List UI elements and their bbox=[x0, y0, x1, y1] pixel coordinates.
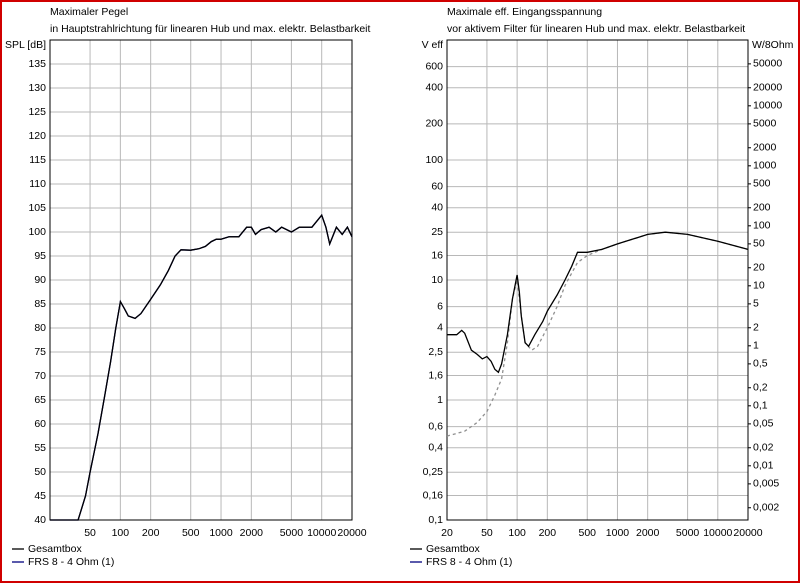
y2-tick-label: 0,005 bbox=[753, 478, 779, 490]
y2-tick-label: 50000 bbox=[753, 58, 782, 70]
y-tick-label: 60 bbox=[431, 180, 443, 192]
chart-subtitle: vor aktivem Filter für linearen Hub und … bbox=[447, 23, 745, 35]
x-tick-label: 50 bbox=[84, 527, 96, 539]
legend-label: Gesamtbox bbox=[28, 543, 82, 555]
y2-axis-label: W/8Ohm bbox=[752, 39, 794, 51]
x-tick-label: 5000 bbox=[676, 527, 700, 539]
x-tick-label: 2000 bbox=[240, 527, 264, 539]
series-line bbox=[50, 213, 353, 521]
y2-tick-label: 200 bbox=[753, 202, 771, 214]
series-line bbox=[447, 231, 749, 374]
y-tick-label: 50 bbox=[34, 466, 46, 478]
y2-tick-label: 5 bbox=[753, 298, 759, 310]
x-tick-label: 200 bbox=[142, 527, 160, 539]
y-tick-label: 95 bbox=[34, 250, 46, 262]
y2-tick-label: 500 bbox=[753, 178, 771, 190]
x-tick-label: 20000 bbox=[733, 527, 762, 539]
y2-tick-label: 0,2 bbox=[753, 382, 768, 394]
y-tick-label: 80 bbox=[34, 322, 46, 334]
y2-tick-label: 0,1 bbox=[753, 400, 768, 412]
y-tick-label: 55 bbox=[34, 442, 46, 454]
x-tick-label: 20 bbox=[441, 527, 453, 539]
x-tick-label: 100 bbox=[112, 527, 130, 539]
y-tick-label: 40 bbox=[431, 202, 443, 214]
y-tick-label: 115 bbox=[29, 154, 46, 166]
y-tick-label: 16 bbox=[431, 249, 443, 261]
y-tick-label: 10 bbox=[431, 274, 443, 286]
y-tick-label: 0,25 bbox=[423, 466, 444, 478]
y-tick-label: 1,6 bbox=[428, 369, 443, 381]
x-tick-label: 50 bbox=[481, 527, 493, 539]
y-tick-label: 0,6 bbox=[428, 420, 443, 432]
y-tick-label: 100 bbox=[425, 154, 443, 166]
x-tick-label: 500 bbox=[578, 527, 596, 539]
y-tick-label: 85 bbox=[34, 298, 46, 310]
y2-tick-label: 0,002 bbox=[753, 502, 779, 514]
x-tick-label: 10000 bbox=[307, 527, 336, 539]
chart-title: Maximaler Pegel bbox=[50, 6, 128, 18]
y-tick-label: 65 bbox=[34, 394, 46, 406]
y-tick-label: 0,4 bbox=[428, 442, 443, 454]
y2-tick-label: 1 bbox=[753, 340, 759, 352]
y-tick-label: 40 bbox=[34, 514, 46, 526]
y-tick-label: 25 bbox=[431, 226, 443, 238]
y-tick-label: 6 bbox=[437, 300, 443, 312]
y2-tick-label: 50 bbox=[753, 238, 765, 250]
x-tick-label: 500 bbox=[182, 527, 200, 539]
x-tick-label: 20000 bbox=[337, 527, 366, 539]
y-tick-label: 125 bbox=[28, 106, 46, 118]
y-tick-label: 0,16 bbox=[423, 489, 444, 501]
y-tick-label: 1 bbox=[437, 394, 443, 406]
y2-tick-label: 0,05 bbox=[753, 418, 774, 430]
y-tick-label: 200 bbox=[425, 118, 443, 130]
y2-tick-label: 100 bbox=[753, 220, 771, 232]
y-tick-label: 400 bbox=[425, 82, 443, 94]
x-tick-label: 10000 bbox=[703, 527, 732, 539]
y2-tick-label: 0,02 bbox=[753, 442, 774, 454]
y-tick-label: 90 bbox=[34, 274, 46, 286]
x-tick-label: 200 bbox=[539, 527, 557, 539]
plot-border bbox=[49, 39, 353, 521]
y2-tick-label: 2 bbox=[753, 322, 759, 334]
y-tick-label: 110 bbox=[29, 178, 46, 190]
y-tick-label: 100 bbox=[28, 226, 46, 238]
plot-border bbox=[446, 39, 749, 521]
y-tick-label: 105 bbox=[28, 202, 46, 214]
y-tick-label: 60 bbox=[34, 418, 46, 430]
x-tick-label: 100 bbox=[508, 527, 526, 539]
chart-title: Maximale eff. Eingangsspannung bbox=[447, 6, 602, 18]
y-tick-label: 2,5 bbox=[428, 346, 443, 358]
y-axis-label: V eff bbox=[422, 39, 443, 51]
x-tick-label: 2000 bbox=[636, 527, 660, 539]
y2-tick-label: 1000 bbox=[753, 160, 777, 172]
x-tick-label: 1000 bbox=[209, 527, 233, 539]
y-tick-label: 0,1 bbox=[428, 514, 443, 526]
y2-tick-label: 20 bbox=[753, 262, 765, 274]
y2-tick-label: 10000 bbox=[753, 100, 782, 112]
y-tick-label: 135 bbox=[28, 58, 46, 70]
y-tick-label: 45 bbox=[34, 490, 46, 502]
x-tick-label: 5000 bbox=[280, 527, 304, 539]
y-tick-label: 120 bbox=[28, 130, 46, 142]
y-tick-label: 130 bbox=[28, 82, 46, 94]
y2-tick-label: 0,01 bbox=[753, 460, 774, 472]
x-tick-label: 1000 bbox=[606, 527, 630, 539]
legend-label: Gesamtbox bbox=[426, 543, 480, 555]
chart-subtitle: in Hauptstrahlrichtung für linearen Hub … bbox=[50, 23, 371, 35]
y-tick-label: 600 bbox=[425, 60, 443, 72]
y2-tick-label: 20000 bbox=[753, 82, 782, 94]
y2-tick-label: 5000 bbox=[753, 118, 777, 130]
y-axis-label: SPL [dB] bbox=[5, 39, 46, 51]
y-tick-label: 75 bbox=[34, 346, 46, 358]
legend-label: FRS 8 - 4 Ohm (1) bbox=[28, 556, 114, 568]
y-tick-label: 70 bbox=[34, 370, 46, 382]
y2-tick-label: 0,5 bbox=[753, 358, 768, 370]
y2-tick-label: 10 bbox=[753, 280, 765, 292]
legend-label: FRS 8 - 4 Ohm (1) bbox=[426, 556, 512, 568]
y-tick-label: 4 bbox=[437, 322, 443, 334]
y2-tick-label: 2000 bbox=[753, 142, 777, 154]
